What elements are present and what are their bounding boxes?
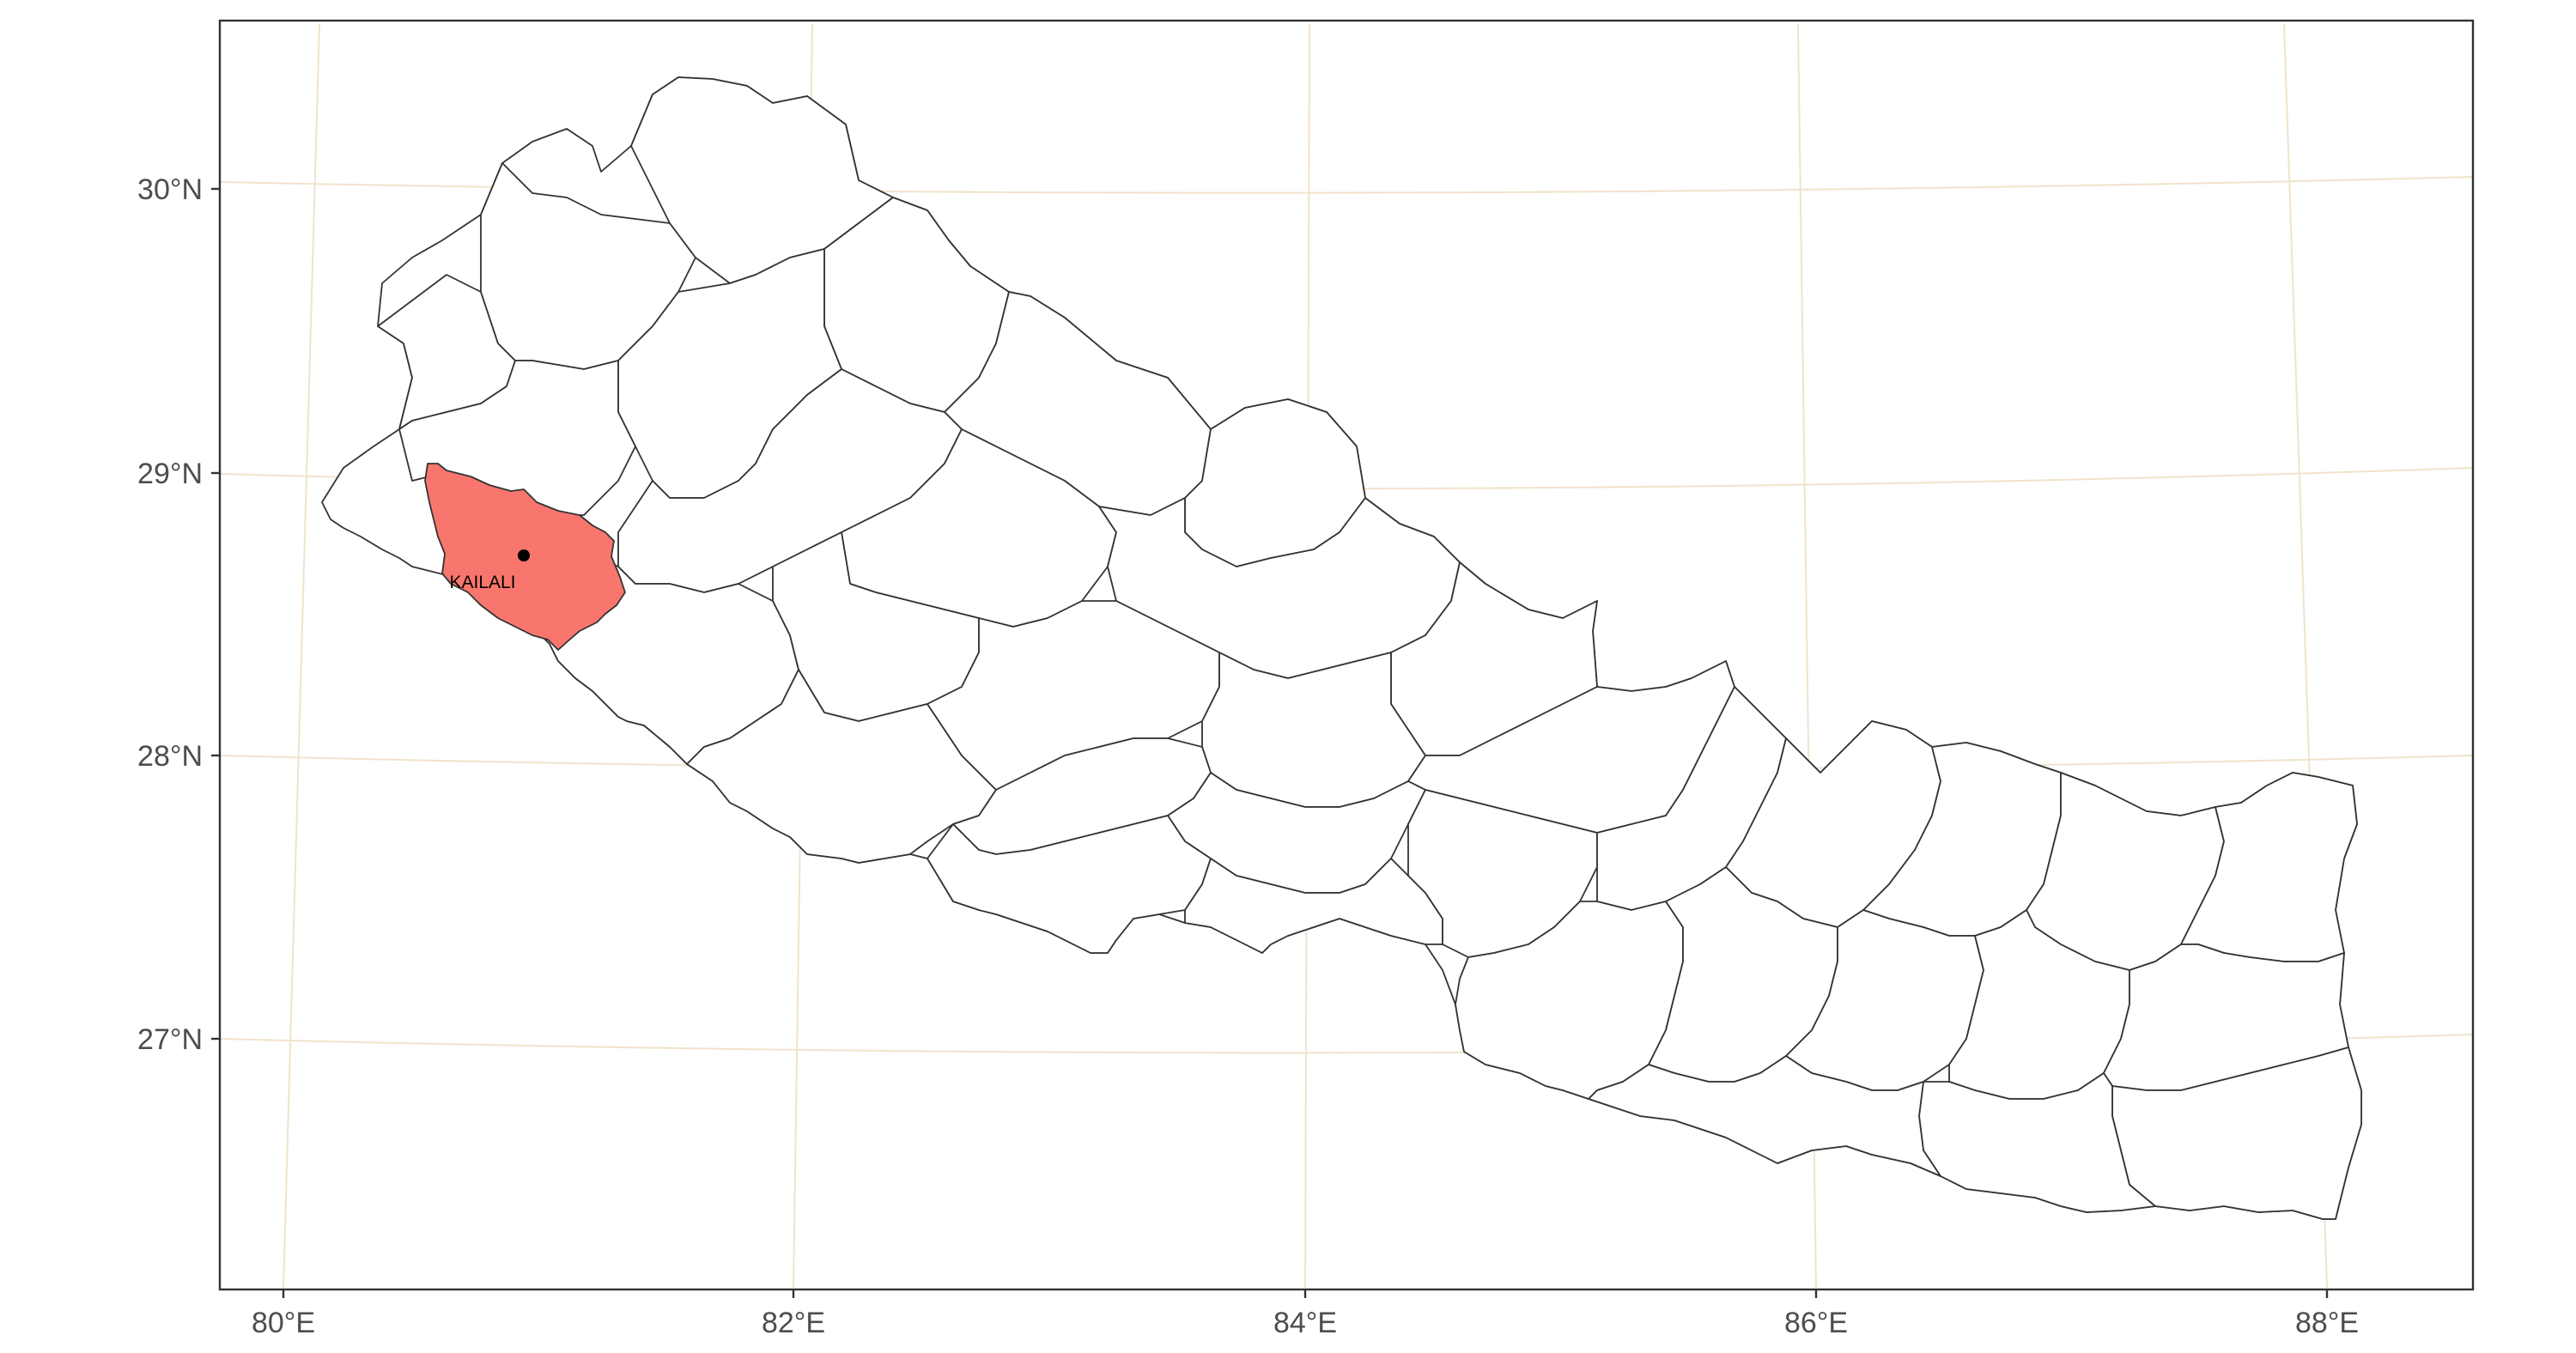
kailali-label: KAILALI: [449, 573, 515, 592]
x-tick-label: 88°E: [2295, 1307, 2359, 1339]
x-tick-label: 84°E: [1273, 1307, 1337, 1339]
y-tick-label: 28°N: [137, 740, 203, 773]
y-axis: 30°N 29°N 28°N 27°N: [137, 173, 220, 1056]
district-polygon: [927, 815, 1212, 954]
plot-panel-border: [218, 19, 2475, 1291]
district-boundaries: [321, 76, 2362, 1220]
district-polygon: [1785, 909, 1984, 1091]
x-tick-label: 80°E: [252, 1307, 315, 1339]
district-polygon: [1588, 1055, 1941, 1177]
x-tick-label: 82°E: [762, 1307, 825, 1339]
x-tick-label: 86°E: [1784, 1307, 1848, 1339]
y-tick-label: 27°N: [137, 1023, 203, 1056]
kailali-centroid-point: [518, 549, 530, 561]
y-tick-label: 29°N: [137, 458, 203, 490]
district-polygon: [1184, 858, 1443, 954]
district-polygon: [1918, 1072, 2156, 1213]
x-axis: 80°E 82°E 84°E 86°E 88°E: [252, 1289, 2359, 1339]
highlighted-district: KAILALI: [424, 463, 626, 651]
y-tick-label: 30°N: [137, 173, 203, 206]
graticule-line-lon-80: [283, 23, 320, 1289]
